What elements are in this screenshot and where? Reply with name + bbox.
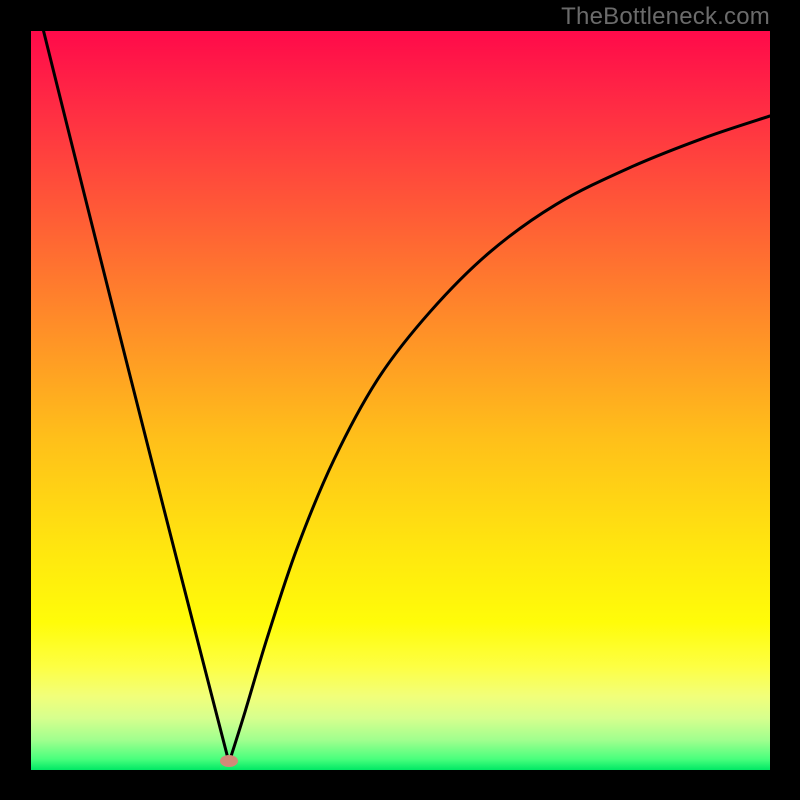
minimum-marker (220, 755, 238, 767)
bottleneck-chart-svg (0, 0, 800, 800)
chart-container: TheBottleneck.com (0, 0, 800, 800)
plot-background (31, 31, 770, 770)
